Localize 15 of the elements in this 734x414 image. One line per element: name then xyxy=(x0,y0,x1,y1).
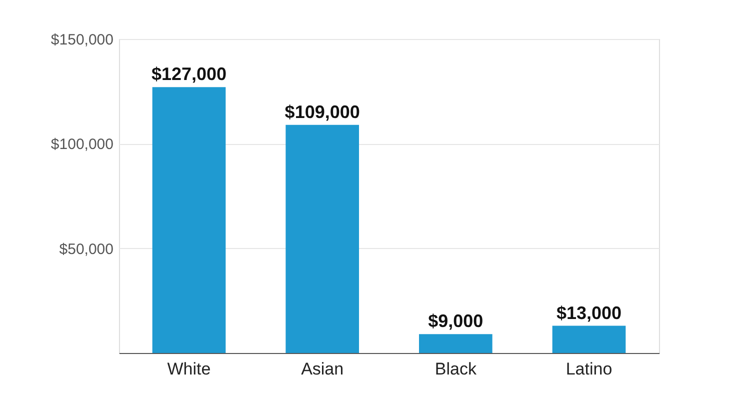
bar xyxy=(286,124,359,353)
bar xyxy=(552,326,626,353)
y-tick-label: $150,000 xyxy=(50,32,114,48)
data-label: $9,000 xyxy=(428,311,484,332)
y-tick-label: $100,000 xyxy=(50,136,114,154)
y-tick-label: $50,000 xyxy=(59,240,114,258)
bar xyxy=(152,87,226,353)
x-tick-label: Latino xyxy=(566,360,612,378)
x-tick-label: Asian xyxy=(301,360,344,378)
data-label: $109,000 xyxy=(284,102,360,122)
data-label: $13,000 xyxy=(556,302,622,323)
bar xyxy=(419,334,492,353)
x-tick-label: Black xyxy=(434,360,477,378)
x-tick-label: White xyxy=(167,360,211,378)
data-label: $127,000 xyxy=(151,64,227,84)
